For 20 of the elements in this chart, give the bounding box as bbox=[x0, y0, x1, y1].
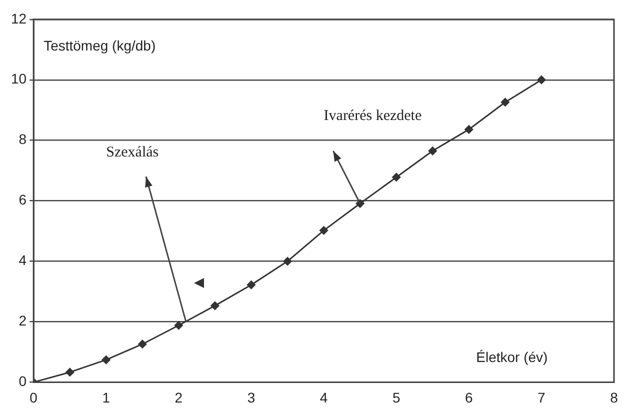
x-tick-label: 2 bbox=[174, 389, 183, 406]
y-axis-title: Testtömeg (kg/db) bbox=[44, 37, 156, 54]
annotation: Ivarérés kezdete bbox=[324, 108, 422, 124]
x-tick-label: 1 bbox=[102, 389, 110, 406]
x-tick-label: 4 bbox=[320, 389, 328, 406]
y-tick-label: 0 bbox=[18, 373, 27, 390]
x-tick-label: 3 bbox=[247, 389, 256, 406]
x-tick-label: 6 bbox=[464, 389, 473, 406]
x-tick-label: 5 bbox=[392, 389, 400, 406]
y-tick-label: 4 bbox=[18, 252, 27, 268]
y-tick-label: 2 bbox=[18, 312, 27, 329]
x-tick-label: 8 bbox=[610, 389, 618, 406]
x-tick-label: 7 bbox=[538, 389, 546, 406]
y-tick-label: 12 bbox=[10, 10, 27, 26]
x-tick-label: 0 bbox=[30, 389, 38, 406]
y-tick-label: 8 bbox=[18, 131, 27, 148]
y-tick-label: 6 bbox=[18, 192, 27, 208]
x-axis-title: Életkor (év) bbox=[476, 348, 548, 365]
annotation: Szexálás bbox=[106, 144, 159, 160]
y-tick-label: 10 bbox=[10, 70, 27, 87]
